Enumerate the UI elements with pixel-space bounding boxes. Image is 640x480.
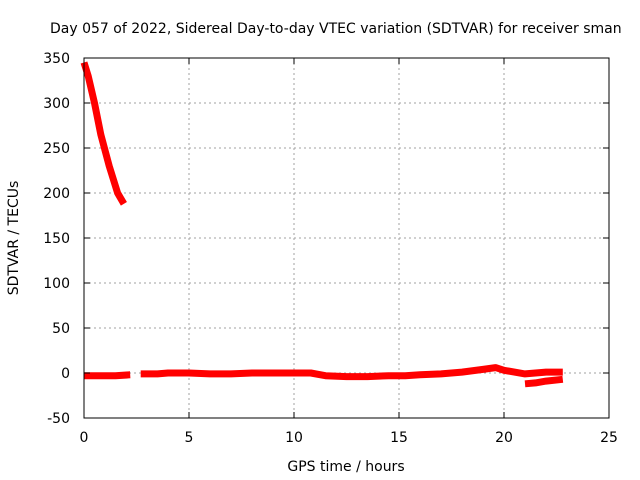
tick-layer: 0 5 10 15 20 25 -50 0 50 100 150 200 250 300 350 [43, 51, 618, 446]
series-line-late-lower [524, 375, 564, 388]
y-tick-label: 100 [43, 276, 70, 292]
y-tick-label: 300 [43, 96, 70, 112]
y-tick-label: 50 [52, 321, 70, 337]
x-tick-label: 20 [495, 430, 513, 446]
x-tick-label: 0 [80, 430, 89, 446]
y-tick-label: 350 [43, 51, 70, 67]
y-tick-label: 200 [43, 186, 70, 202]
y-tick-label: 0 [61, 366, 70, 382]
chart-title: Day 057 of 2022, Sidereal Day-to-day VTE… [50, 21, 622, 37]
x-tick-label: 25 [600, 430, 618, 446]
series-layer [80, 61, 564, 388]
x-axis-label: GPS time / hours [287, 459, 404, 475]
y-tick-label: -50 [47, 411, 70, 427]
grid-layer [84, 58, 609, 418]
y-tick-label: 150 [43, 231, 70, 247]
series-line-baseline-1 [84, 371, 131, 380]
y-tick-label: 250 [43, 141, 70, 157]
series-line-decay [80, 61, 127, 206]
x-tick-label: 10 [285, 430, 303, 446]
series-line-baseline-2 [140, 364, 563, 381]
y-axis-label: SDTVAR / TECUs [6, 181, 22, 296]
x-tick-label: 15 [390, 430, 408, 446]
x-tick-label: 5 [185, 430, 194, 446]
